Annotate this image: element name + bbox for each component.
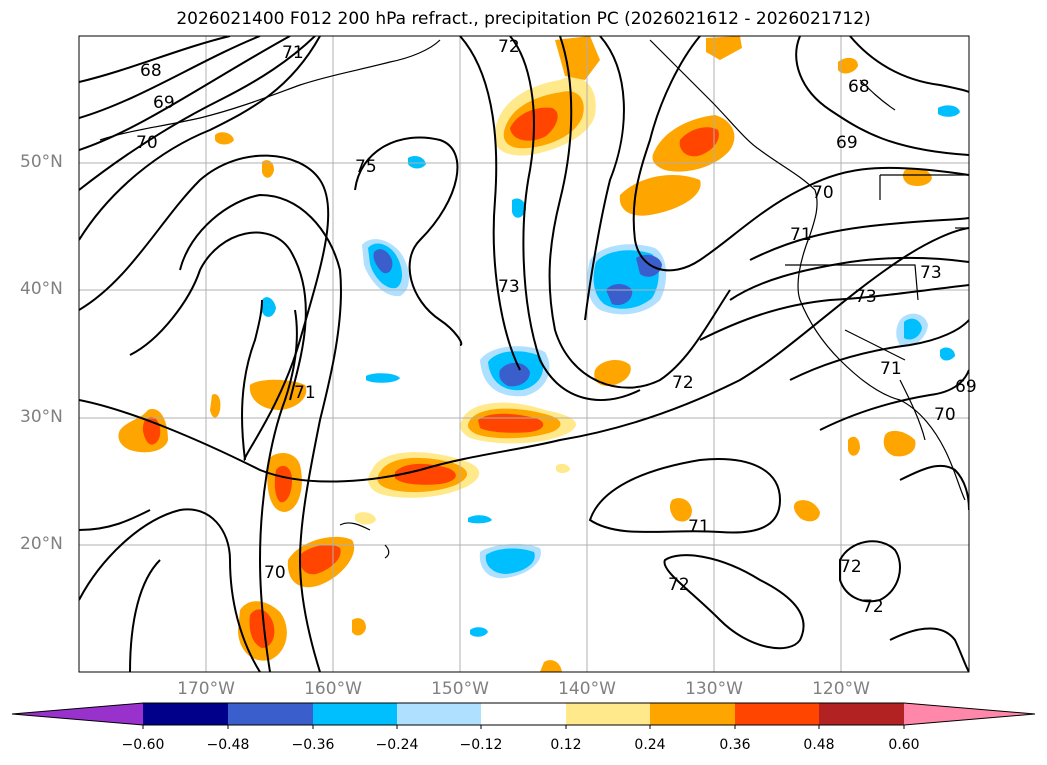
colorbar-tick-label: 0.60 xyxy=(888,737,920,753)
colorbar-bin xyxy=(819,703,904,725)
colorbar xyxy=(11,702,1036,729)
lon-label: 130°W xyxy=(685,679,743,699)
contour-label: 68 xyxy=(848,77,870,97)
contour-label: 69 xyxy=(836,133,858,153)
contour-label: 73 xyxy=(920,263,942,283)
contour-label: 71 xyxy=(282,43,304,63)
map-title: 2026021400 F012 200 hPa refract., precip… xyxy=(176,9,871,29)
contour-label: 69 xyxy=(153,93,175,113)
coastlines xyxy=(99,39,969,559)
refractivity-contours xyxy=(79,36,969,672)
colorbar-bin xyxy=(228,703,313,725)
lon-label: 120°W xyxy=(812,679,870,699)
colorbar-tick-label: −0.12 xyxy=(459,737,503,753)
contour-label: 70 xyxy=(264,563,286,583)
contour-label: 70 xyxy=(812,183,834,203)
lon-label: 140°W xyxy=(558,679,616,699)
colorbar-bin xyxy=(481,703,566,725)
contour-label: 68 xyxy=(140,61,162,81)
lat-label: 50°N xyxy=(20,152,63,172)
colorbar-bin xyxy=(735,703,819,725)
contour-label: 69 xyxy=(955,377,977,397)
contour-labels: 68 69 70 71 72 75 73 68 69 70 71 73 71 7… xyxy=(136,37,977,617)
colorbar-bin xyxy=(650,703,735,725)
map-frame xyxy=(78,35,970,673)
colorbar-tick-label: −0.48 xyxy=(206,737,250,753)
colorbar-tick-label: −0.60 xyxy=(121,737,165,753)
colorbar-tick-label: 0.12 xyxy=(550,737,582,753)
contour-label: 71 xyxy=(880,359,902,379)
contour-label: 72 xyxy=(840,557,862,577)
contour-label: 72 xyxy=(668,575,690,595)
colorbar-tick-label: −0.24 xyxy=(375,737,419,753)
contour-label: 72 xyxy=(862,597,884,617)
colorbar-bin xyxy=(313,703,397,725)
contour-label: 71 xyxy=(790,225,812,245)
colorbar-extend-high xyxy=(904,703,1035,725)
colorbar-tick-label: −0.36 xyxy=(291,737,335,753)
colorbar-bin xyxy=(143,703,228,725)
contour-label: 70 xyxy=(136,133,158,153)
colorbar-tick-label: 0.24 xyxy=(634,737,666,753)
lat-label: 20°N xyxy=(20,534,63,554)
contour-label: 73 xyxy=(498,277,520,297)
colorbar-tick-label: 0.48 xyxy=(803,737,835,753)
precip-negative xyxy=(262,105,960,637)
contour-label: 73 xyxy=(855,287,877,307)
lon-label: 160°W xyxy=(304,679,362,699)
colorbar-bin xyxy=(566,703,650,725)
contour-label: 72 xyxy=(672,373,694,393)
lat-label: 30°N xyxy=(20,407,63,427)
contour-label: 71 xyxy=(294,383,316,403)
lat-label: 40°N xyxy=(20,279,63,299)
lon-label: 170°W xyxy=(177,679,235,699)
contour-label: 70 xyxy=(934,405,956,425)
contour-label: 75 xyxy=(355,157,377,177)
colorbar-tick-label: 0.36 xyxy=(719,737,751,753)
contour-label: 72 xyxy=(498,37,520,57)
colorbar-extend-low xyxy=(12,703,143,725)
lon-label: 150°W xyxy=(431,679,489,699)
colorbar-bin xyxy=(397,703,481,725)
contour-label: 71 xyxy=(688,517,710,537)
